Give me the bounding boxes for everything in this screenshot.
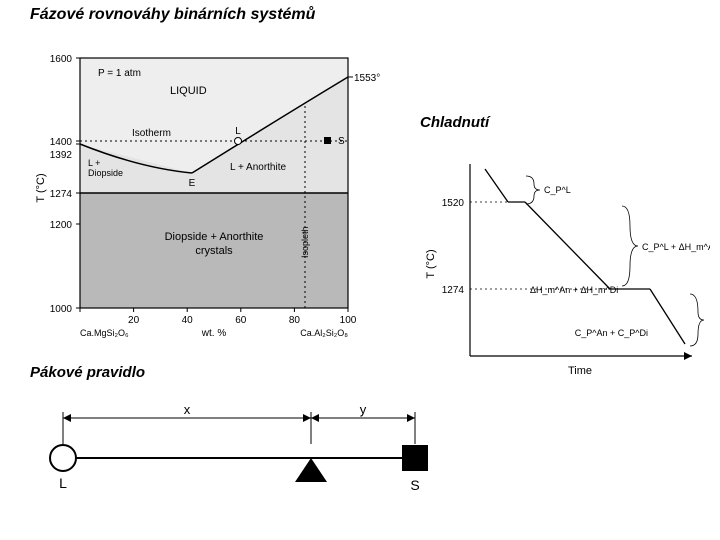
lever-rule: x y L S: [30, 398, 430, 498]
dim-x: x: [184, 402, 191, 417]
l-circle: [50, 445, 76, 471]
point-l-marker: [235, 138, 242, 145]
cc-ylabel: T (°C): [425, 249, 437, 278]
region-l-anorthite: L + Anorthite: [230, 162, 286, 173]
label-seg-bottom: C_P^An + C_P^Di: [575, 328, 648, 338]
xtick-40: 40: [182, 315, 194, 326]
xtick-20: 20: [128, 315, 140, 326]
point-l: L: [235, 126, 241, 137]
x-arrow-icon: [684, 352, 692, 360]
ytick-1200: 1200: [50, 220, 73, 231]
ytick-1400: 1400: [50, 137, 73, 148]
s-label: S: [410, 477, 419, 493]
ylabel: T (°C): [35, 173, 47, 202]
xtick-100: 100: [340, 315, 357, 326]
brace-mid: [622, 206, 638, 286]
seg-mid: [525, 202, 610, 289]
region-crystals-2: crystals: [195, 245, 233, 257]
dim-y: y: [360, 402, 367, 417]
label-seg-mid: C_P^L + ΔH_m^An: [642, 242, 710, 252]
cooling-curve: 1520 1274 C_P^L C_P^L + ΔH_m^An ΔH_m^An …: [420, 156, 710, 386]
region-liquid: LIQUID: [170, 85, 207, 97]
point-s: S: [338, 136, 345, 147]
annot-pressure: P = 1 atm: [98, 68, 141, 79]
annot-isopleth: Isopleth: [300, 226, 310, 258]
ytick-1000: 1000: [50, 304, 73, 315]
annot-isotherm: Isotherm: [132, 128, 171, 139]
brace-bottom: [690, 294, 704, 346]
seg-top: [485, 169, 508, 202]
ytick-1274-b: 1274: [442, 285, 465, 296]
ytick-1520: 1520: [442, 198, 465, 209]
phase-diagram: 1600 1400 1392 1274 1200 1000 20 40 60 8…: [32, 48, 392, 348]
ytick-1274: 1274: [50, 189, 73, 200]
x-left-compound: Ca.MgSi₂O₆: [80, 328, 129, 338]
region-l-diopside-1: L +: [88, 158, 100, 168]
annot-peak: 1553°: [354, 73, 380, 84]
point-s-marker: [324, 137, 331, 144]
region-l-diopside-2: Diopside: [88, 168, 123, 178]
cc-xlabel: Time: [568, 365, 592, 377]
pivot-triangle: [295, 458, 327, 482]
xlabel: wt. %: [201, 328, 227, 339]
label-seg-top: C_P^L: [544, 185, 571, 195]
point-e: E: [189, 178, 196, 189]
page-title: Fázové rovnováhy binárních systémů: [30, 6, 315, 24]
ytick-1392: 1392: [50, 150, 73, 161]
x-right-compound: Ca.Al₂Si₂O₈: [300, 328, 348, 338]
brace-top: [526, 176, 540, 204]
label-seg-eut: ΔH_m^An + ΔH_m^Di: [530, 285, 618, 295]
seg-bottom: [650, 289, 685, 344]
region-crystals-1: Diopside + Anorthite: [165, 231, 264, 243]
l-label: L: [59, 475, 67, 491]
xtick-60: 60: [235, 315, 247, 326]
s-square: [402, 445, 428, 471]
xtick-80: 80: [289, 315, 301, 326]
ytick-1600: 1600: [50, 54, 73, 65]
label-pakove: Pákové pravidlo: [30, 364, 145, 381]
label-chladnuti: Chladnutí: [420, 114, 489, 131]
